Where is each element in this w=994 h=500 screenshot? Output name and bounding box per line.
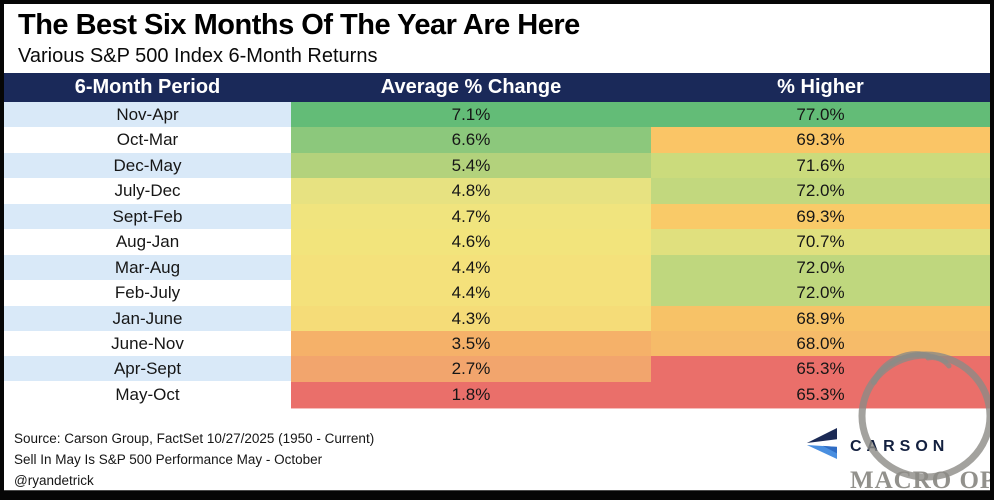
pct-higher-cell: 72.0%: [651, 254, 990, 282]
table-row: Apr-Sept 2.7% 65.3%: [4, 356, 990, 384]
period-cell: May-Oct: [4, 381, 291, 409]
table-row: Dec-May 5.4% 71.6%: [4, 152, 990, 180]
avg-change-cell: 4.8%: [291, 178, 651, 206]
table-row: June-Nov 3.5% 68.0%: [4, 330, 990, 358]
period-cell: Oct-Mar: [4, 127, 291, 155]
period-cell: Sept-Feb: [4, 203, 291, 231]
pct-higher-cell: 68.0%: [651, 330, 990, 358]
page-title: The Best Six Months Of The Year Are Here: [18, 9, 580, 41]
source-line: Source: Carson Group, FactSet 10/27/2025…: [14, 431, 375, 446]
table-row: Feb-July 4.4% 72.0%: [4, 280, 990, 308]
avg-change-cell: 6.6%: [291, 127, 651, 155]
avg-change-cell: 4.4%: [291, 254, 651, 282]
table-row: Oct-Mar 6.6% 69.3%: [4, 127, 990, 155]
note-line: Sell In May Is S&P 500 Performance May -…: [14, 452, 323, 467]
period-cell: Feb-July: [4, 280, 291, 308]
col-header-avg-change: Average % Change: [380, 76, 562, 98]
table-row: July-Dec 4.8% 72.0%: [4, 178, 990, 206]
avg-change-cell: 3.5%: [291, 330, 651, 358]
returns-table: 6-Month Period Average % Change % Higher…: [4, 73, 990, 409]
table-row: Aug-Jan 4.6% 70.7%: [4, 229, 990, 257]
footer-text: Source: Carson Group, FactSet 10/27/2025…: [14, 428, 374, 491]
table-body: Nov-Apr 7.1% 77.0% Oct-Mar 6.6% 69.3% De…: [4, 102, 990, 409]
period-cell: July-Dec: [4, 178, 291, 206]
pct-higher-cell: 69.3%: [651, 127, 990, 155]
avg-change-cell: 4.6%: [291, 229, 651, 257]
bottom-divider: [4, 490, 990, 491]
macro-ops-circle-icon: [850, 351, 990, 488]
pct-higher-cell: 69.3%: [651, 203, 990, 231]
avg-change-cell: 2.7%: [291, 356, 651, 384]
page-subtitle: Various S&P 500 Index 6-Month Returns: [18, 45, 378, 67]
table-row: Mar-Aug 4.4% 72.0%: [4, 254, 990, 282]
avg-change-cell: 5.4%: [291, 152, 651, 180]
carson-logo: CARSON: [804, 428, 949, 465]
table-row: May-Oct 1.8% 65.3%: [4, 381, 990, 409]
pct-higher-cell: 72.0%: [651, 178, 990, 206]
period-cell: June-Nov: [4, 330, 291, 358]
period-cell: Dec-May: [4, 152, 291, 180]
col-header-pct-higher: % Higher: [777, 76, 864, 98]
period-cell: Jan-June: [4, 305, 291, 333]
period-cell: Mar-Aug: [4, 254, 291, 282]
table-header: 6-Month Period Average % Change % Higher: [4, 73, 990, 102]
period-cell: Apr-Sept: [4, 356, 291, 384]
pct-higher-cell: 70.7%: [651, 229, 990, 257]
avg-change-cell: 4.3%: [291, 305, 651, 333]
pct-higher-cell: 71.6%: [651, 152, 990, 180]
carson-wordmark: CARSON: [850, 437, 950, 455]
pct-higher-cell: 77.0%: [651, 102, 990, 129]
avg-change-cell: 1.8%: [291, 381, 651, 409]
table-row: Nov-Apr 7.1% 77.0%: [4, 102, 990, 129]
pct-higher-cell: 72.0%: [651, 280, 990, 308]
macro-ops-tagline: TRADE - LEARN - EVOLVE: [850, 495, 994, 500]
author-handle: @ryandetrick: [14, 473, 94, 488]
pct-higher-cell: 65.3%: [651, 381, 990, 409]
avg-change-cell: 4.4%: [291, 280, 651, 308]
pct-higher-cell: 68.9%: [651, 305, 990, 333]
carson-chevron-icon: [804, 428, 838, 465]
table-row: Sept-Feb 4.7% 69.3%: [4, 203, 990, 231]
pct-higher-cell: 65.3%: [651, 356, 990, 384]
avg-change-cell: 7.1%: [291, 102, 651, 129]
period-cell: Aug-Jan: [4, 229, 291, 257]
col-header-period: 6-Month Period: [74, 76, 221, 98]
period-cell: Nov-Apr: [4, 102, 291, 129]
avg-change-cell: 4.7%: [291, 203, 651, 231]
table-row: Jan-June 4.3% 68.9%: [4, 305, 990, 333]
